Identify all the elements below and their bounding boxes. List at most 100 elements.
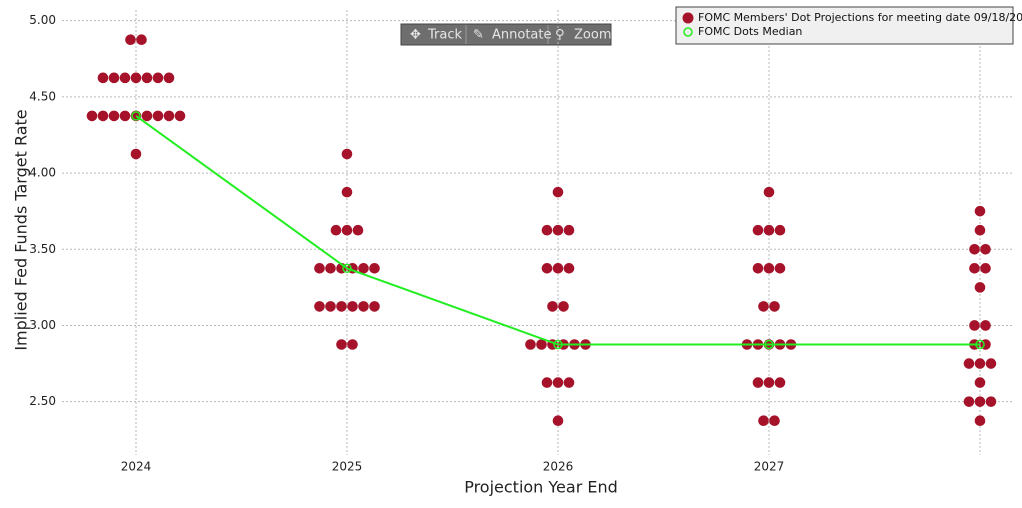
dot [980, 263, 991, 274]
y-tick-label: 4.00 [29, 166, 56, 180]
dot [347, 301, 358, 312]
dot [541, 224, 553, 236]
zoom-icon: ⚲ [555, 28, 565, 43]
legend-box [675, 6, 1014, 45]
dot [341, 186, 353, 198]
y-tick-label: 3.00 [29, 318, 56, 332]
x-tick-label: 2026 [543, 460, 574, 474]
dot [969, 263, 980, 274]
dot [552, 377, 564, 388]
legend-entry: FOMC Dots Median [698, 25, 802, 38]
legend: FOMC Members' Dot Projections for meetin… [675, 6, 1022, 45]
dot [963, 396, 975, 407]
dot [763, 224, 775, 236]
legend-swatch [682, 12, 694, 24]
dot [336, 301, 347, 312]
median-marker [764, 339, 774, 350]
dot [152, 110, 164, 122]
x-tick-label: 2024 [121, 460, 152, 474]
dot [752, 224, 764, 236]
dot [758, 415, 769, 427]
dot [119, 72, 131, 84]
dot [141, 72, 153, 84]
dot [974, 415, 986, 427]
dot [769, 415, 780, 427]
dot [563, 263, 575, 274]
dot [525, 339, 536, 350]
dot [774, 224, 786, 236]
dot [541, 263, 553, 274]
dot [758, 301, 769, 312]
dot [974, 358, 986, 369]
dot [86, 110, 98, 122]
dot [325, 263, 336, 274]
dot [980, 243, 991, 255]
dot [358, 301, 369, 312]
median-marker [553, 339, 563, 350]
dot [774, 377, 786, 388]
dot [552, 263, 564, 274]
dot [119, 110, 131, 122]
toolbar: ✥ Track ✎ Annotate ⚲ Zoom [400, 23, 612, 46]
dot [336, 339, 347, 350]
dot [136, 34, 147, 46]
y-tick-label: 4.50 [29, 89, 56, 103]
dot [558, 301, 569, 312]
dot [369, 263, 380, 274]
dot [108, 72, 120, 84]
dot [314, 263, 325, 274]
dot [341, 148, 353, 160]
dot [974, 224, 986, 236]
y-tick-label: 2.50 [29, 394, 56, 408]
dot [763, 263, 775, 274]
dot [152, 72, 164, 84]
x-tick-label: 2025 [332, 460, 363, 474]
dot [163, 110, 175, 122]
median-line [135, 115, 980, 346]
dot [985, 396, 997, 407]
dot [541, 377, 553, 388]
x-axis-label: Projection Year End [464, 478, 618, 497]
dot [563, 377, 575, 388]
dot [547, 301, 558, 312]
legend-swatch [683, 27, 693, 37]
dot [552, 186, 564, 198]
dot [108, 110, 120, 122]
x-tick-label: 2027 [754, 460, 785, 474]
track-button[interactable]: Track [427, 28, 462, 43]
dot [963, 358, 975, 369]
dot [341, 224, 353, 236]
dot [97, 110, 109, 122]
dot [369, 301, 380, 312]
annotate-icon: ✎ [473, 28, 484, 43]
dot [130, 148, 142, 160]
legend-entry: FOMC Members' Dot Projections for meetin… [698, 11, 1022, 24]
dot [141, 110, 153, 122]
dot [752, 263, 764, 274]
y-tick-label: 5.00 [29, 13, 56, 27]
track-icon: ✥ [410, 28, 421, 43]
dot [358, 263, 369, 274]
dot [974, 377, 986, 388]
zoom-button[interactable]: Zoom [574, 28, 611, 43]
dot [563, 224, 575, 236]
dot [130, 72, 142, 84]
dot [97, 72, 109, 84]
dot [752, 377, 764, 388]
dot [763, 186, 775, 198]
median-marker [342, 263, 352, 274]
dot [314, 301, 325, 312]
dot [125, 34, 136, 46]
dot [969, 320, 980, 331]
dot [974, 282, 986, 293]
dot [774, 263, 786, 274]
dot [769, 301, 780, 312]
dot [330, 224, 342, 236]
annotate-button[interactable]: Annotate [492, 28, 551, 43]
dot [974, 205, 986, 217]
dot [163, 72, 175, 84]
dot [985, 358, 997, 369]
dot [347, 339, 358, 350]
